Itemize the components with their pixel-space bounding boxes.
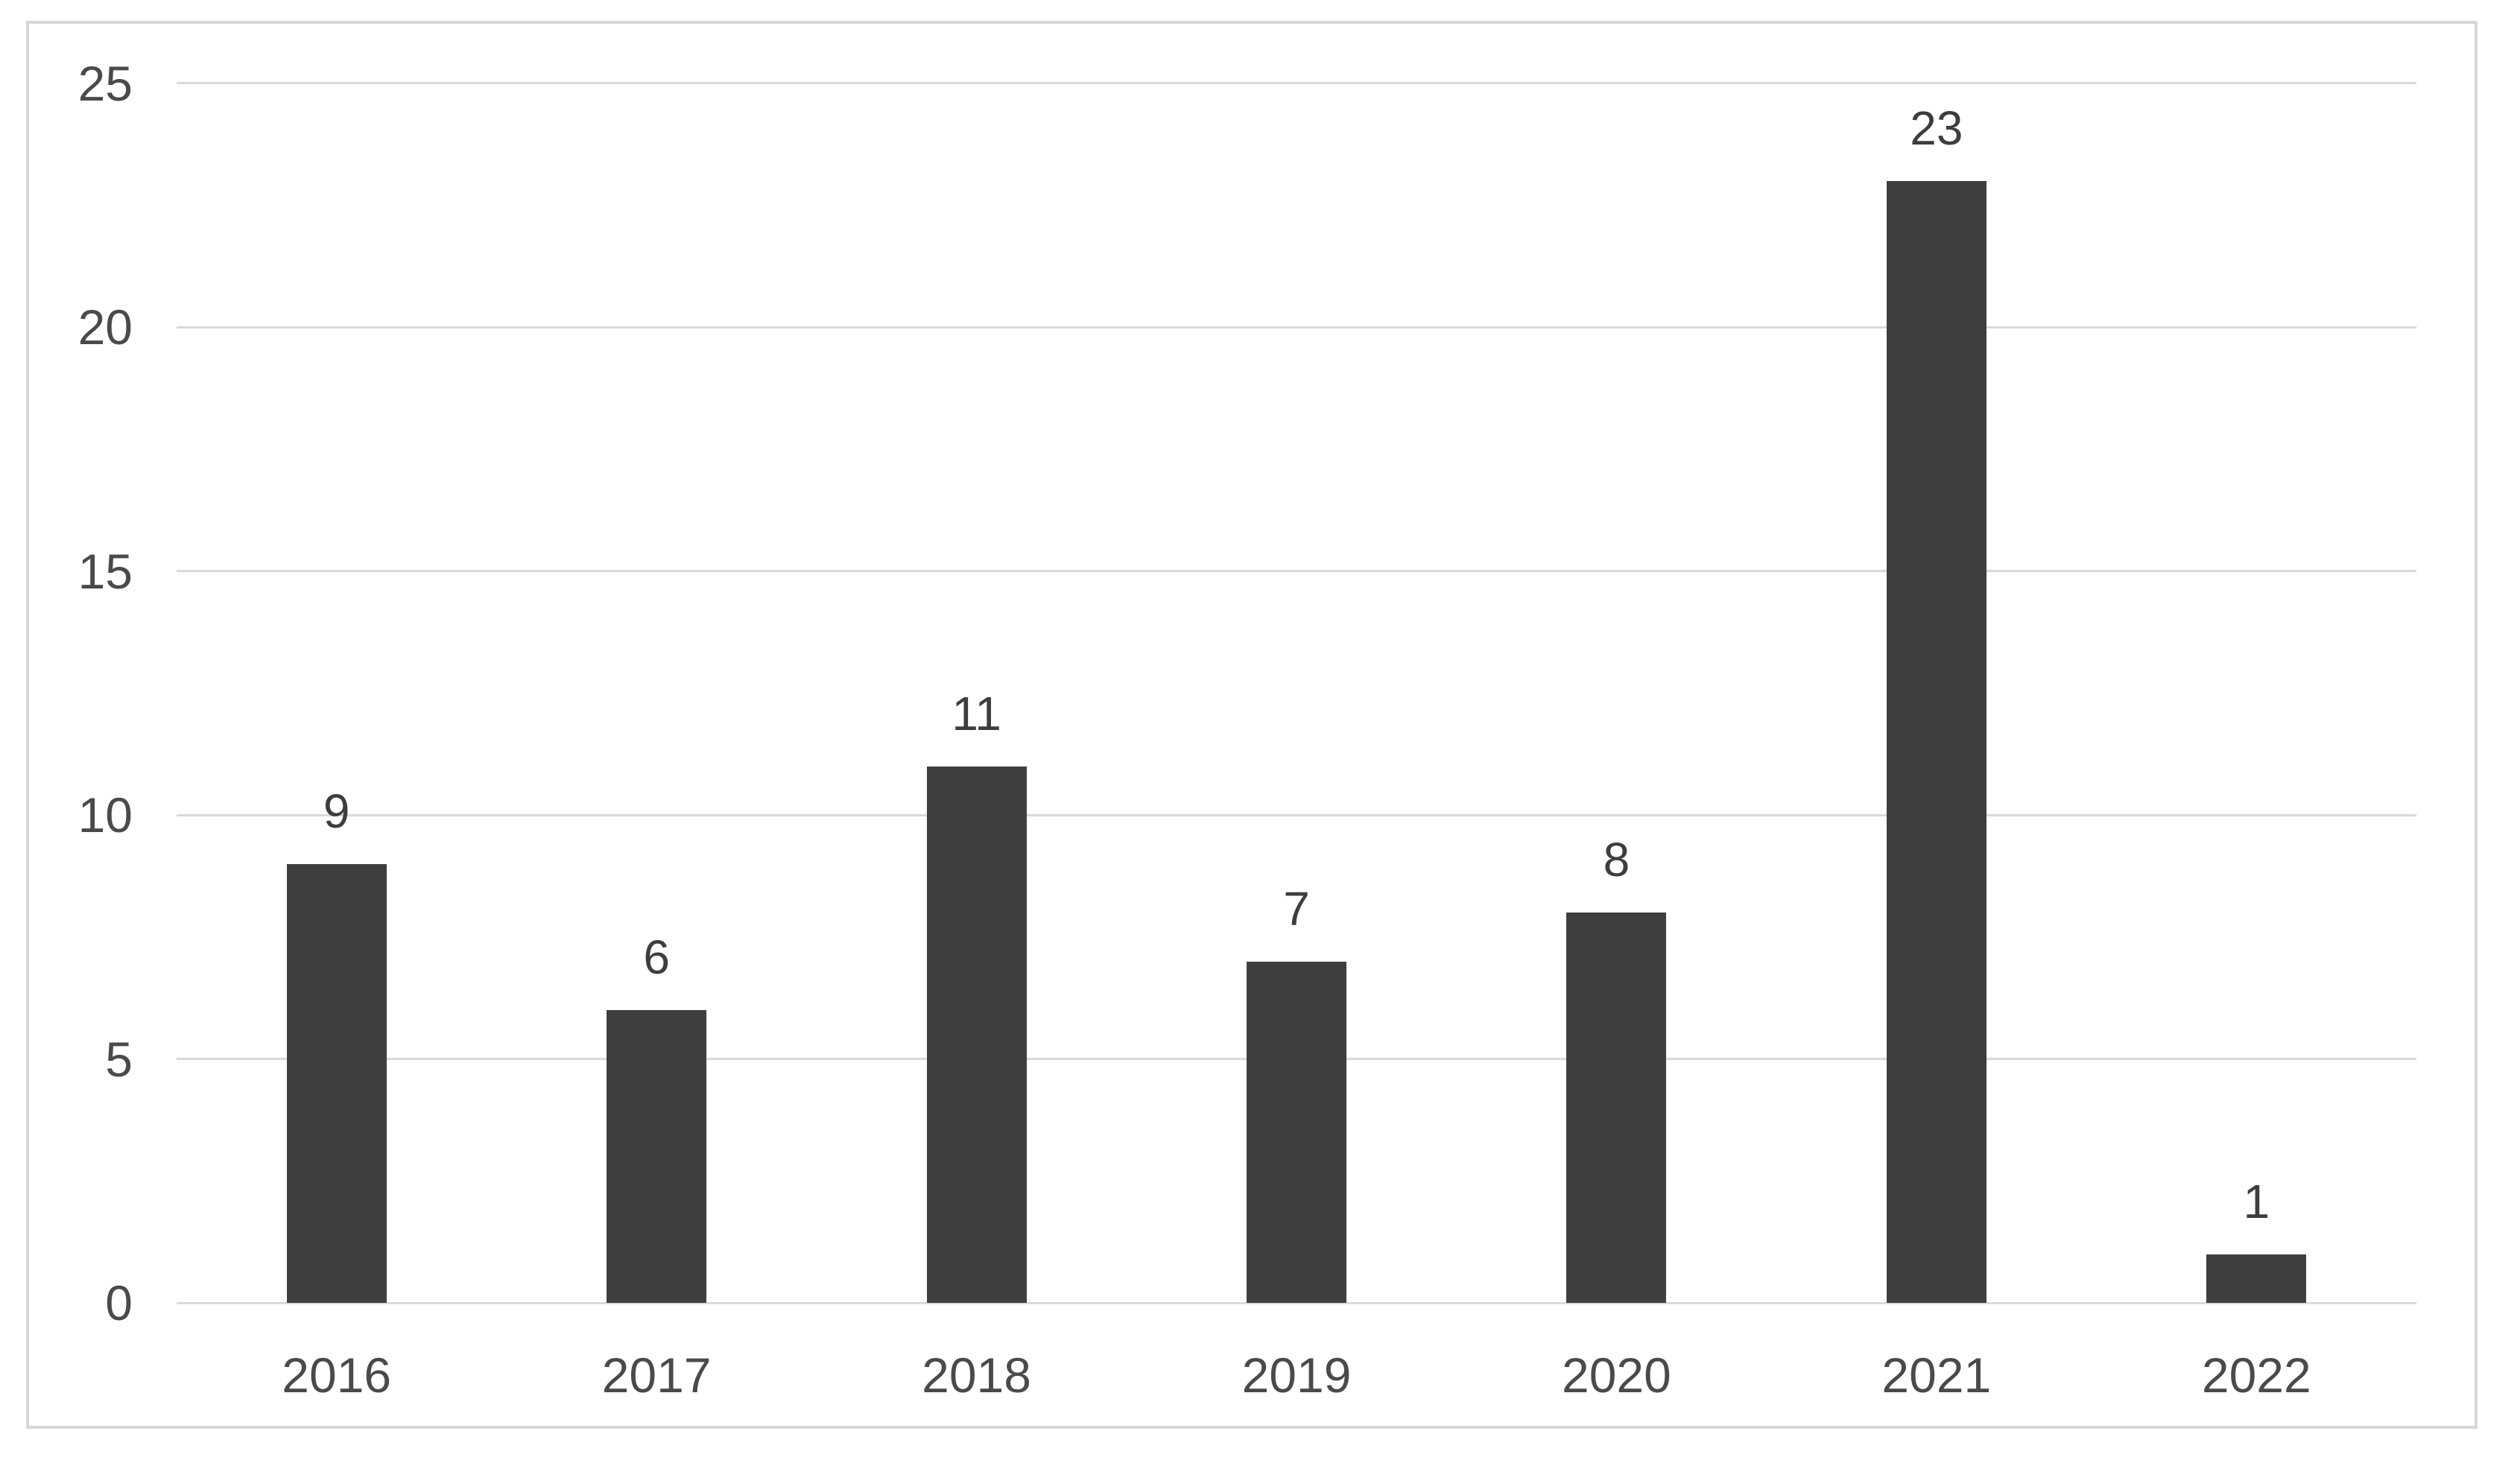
gridline xyxy=(177,813,2416,816)
y-tick-label: 20 xyxy=(77,299,133,355)
bar xyxy=(286,863,387,1303)
x-tick-label: 2020 xyxy=(1562,1348,1671,1403)
y-tick-label: 10 xyxy=(77,787,133,842)
bar-value-label: 7 xyxy=(1283,881,1310,936)
y-tick-label: 5 xyxy=(105,1031,133,1087)
bar-value-label: 8 xyxy=(1603,833,1630,886)
bar xyxy=(2206,1254,2307,1303)
gridline xyxy=(177,1301,2416,1304)
bar-value-label: 6 xyxy=(643,930,670,984)
chart-frame xyxy=(26,21,2478,1429)
bar xyxy=(607,1010,707,1303)
y-tick-label: 25 xyxy=(77,55,133,111)
x-tick-label: 2021 xyxy=(1881,1348,1992,1403)
bar xyxy=(1247,961,1346,1303)
bar-value-label: 1 xyxy=(2243,1174,2270,1228)
x-tick-label: 2017 xyxy=(601,1348,712,1403)
bar xyxy=(1566,913,1667,1303)
x-tick-label: 2022 xyxy=(2201,1348,2311,1403)
y-tick-label: 0 xyxy=(105,1275,133,1330)
gridline xyxy=(177,570,2416,572)
bar xyxy=(1886,180,1986,1303)
y-tick-label: 15 xyxy=(77,543,133,599)
x-tick-label: 2016 xyxy=(282,1348,392,1403)
bar-value-label: 11 xyxy=(952,686,1001,740)
gridline xyxy=(177,326,2416,329)
x-tick-label: 2019 xyxy=(1241,1348,1352,1403)
x-tick-label: 2018 xyxy=(922,1348,1031,1403)
bar-value-label: 23 xyxy=(1910,101,1963,155)
bar-value-label: 9 xyxy=(323,784,350,838)
gridline xyxy=(177,82,2416,84)
bar xyxy=(926,766,1027,1303)
